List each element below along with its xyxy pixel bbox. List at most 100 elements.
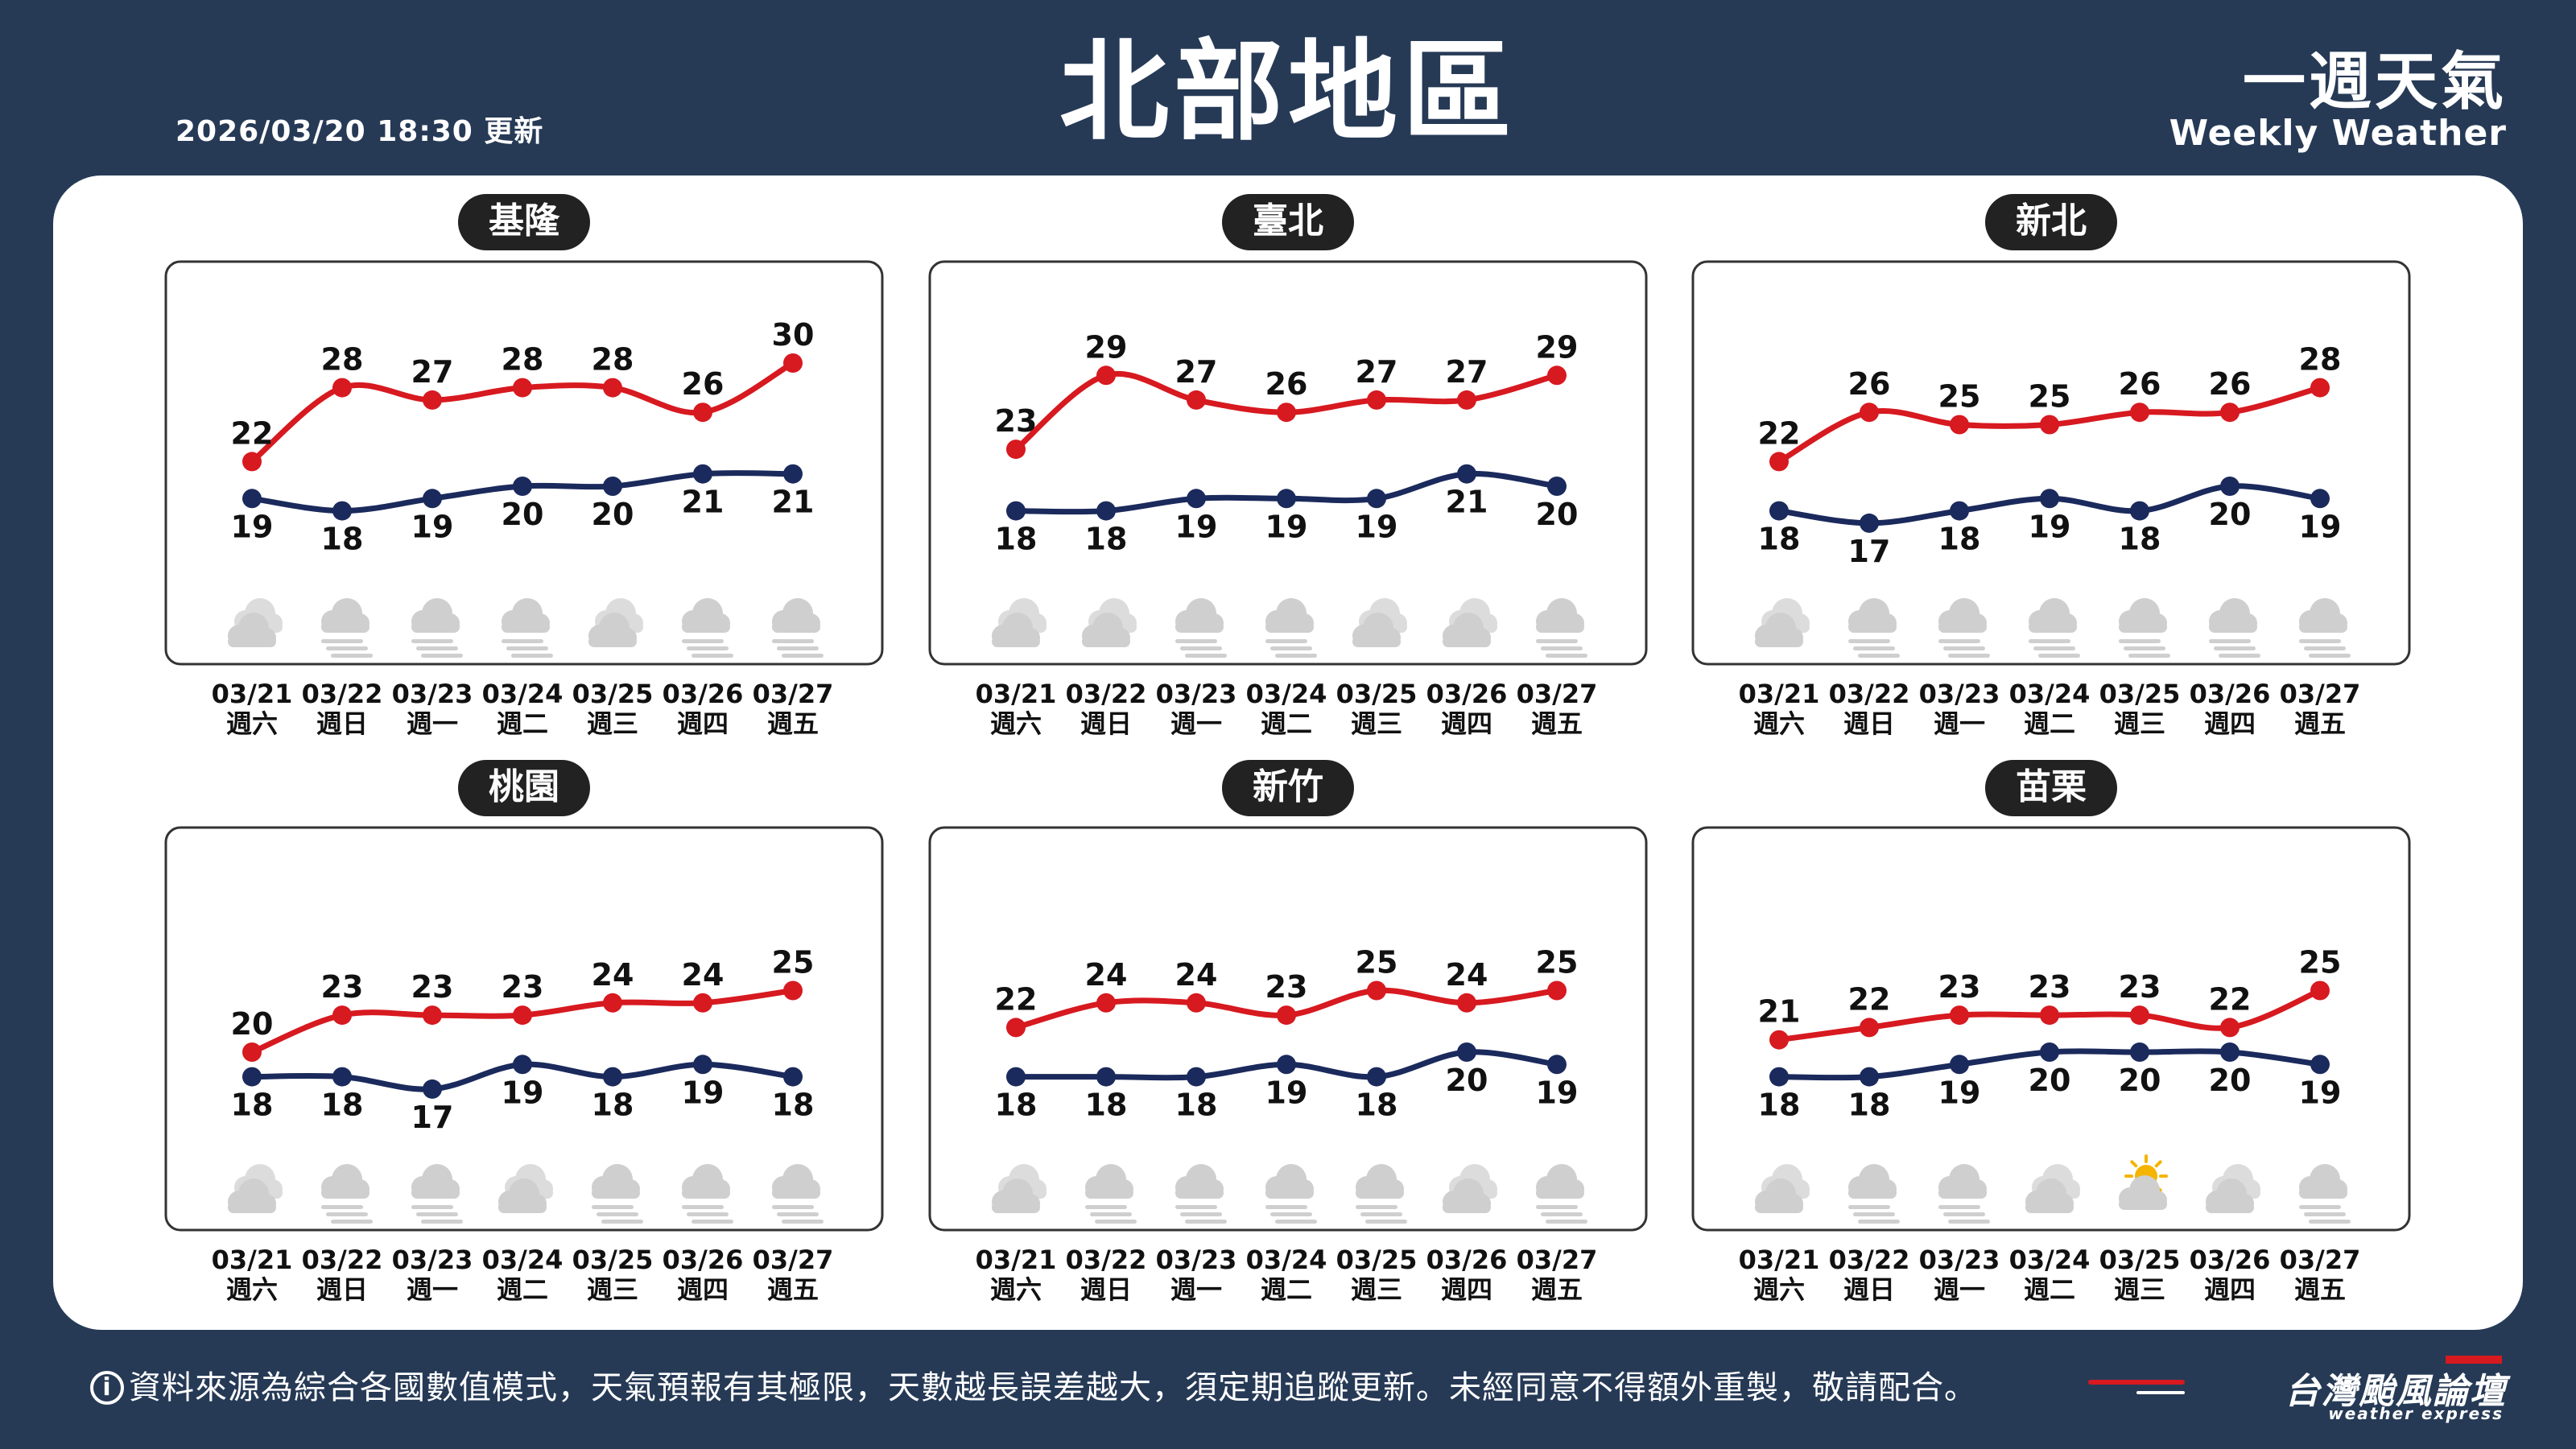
weekday-label: 週二 — [497, 708, 548, 739]
date-label: 03/22 — [1829, 1245, 1910, 1275]
high-temp-point — [513, 1005, 532, 1026]
city-title: 桃園 — [489, 766, 559, 807]
date-label: 03/25 — [2099, 679, 2181, 709]
high-temp-label: 22 — [1848, 981, 1891, 1017]
sun-cloud-icon — [2119, 1154, 2168, 1210]
weekday-label: 週五 — [1531, 708, 1583, 739]
low-temp-point — [1769, 1067, 1789, 1087]
disclaimer-text: 資料來源為綜合各國數值模式，天氣預報有其極限，天數越長誤差越大，須定期追蹤更新。… — [129, 1369, 1977, 1406]
low-temp-label: 18 — [995, 1088, 1038, 1123]
weekday-label: 週三 — [587, 708, 638, 739]
city-label-pill — [1985, 760, 2117, 816]
high-temp-point — [2040, 415, 2059, 435]
low-temp-label: 19 — [2299, 509, 2342, 544]
weekday-label: 週二 — [2024, 1274, 2075, 1305]
weekday-label: 週三 — [587, 1274, 638, 1305]
low-temp-label: 20 — [1446, 1063, 1488, 1098]
high-temp-point — [332, 378, 352, 398]
low-temp-point — [2040, 489, 2059, 509]
low-temp-point — [2220, 1042, 2240, 1062]
weekday-label: 週四 — [677, 1274, 729, 1305]
weekday-label: 週日 — [1843, 1274, 1895, 1305]
low-temp-label: 18 — [772, 1088, 815, 1123]
high-temp-label: 26 — [682, 366, 724, 402]
date-label: 03/26 — [2190, 679, 2271, 709]
partly-cloudy-icon — [1443, 1164, 1497, 1213]
high-temp-point — [783, 353, 803, 373]
low-temp-label: 18 — [995, 522, 1038, 557]
high-temp-label: 28 — [502, 342, 544, 378]
high-temp-point — [693, 402, 712, 423]
low-temp-label: 19 — [2299, 1075, 2342, 1110]
rain-icon — [592, 1164, 643, 1224]
date-label: 03/22 — [1066, 1245, 1147, 1275]
rain-icon — [772, 1164, 824, 1224]
high-temp-point — [242, 452, 262, 472]
high-temp-point — [1457, 993, 1476, 1013]
weekday-label: 週一 — [407, 708, 458, 739]
chart-panel — [928, 260, 1648, 666]
weekday-label: 週日 — [316, 708, 368, 739]
date-label: 03/27 — [1517, 679, 1598, 709]
weekday-label: 週日 — [1080, 708, 1132, 739]
weekday-label: 週六 — [990, 1274, 1042, 1305]
high-temp-point — [332, 1005, 352, 1026]
low-temp-point — [693, 1055, 712, 1075]
city-title: 苗栗 — [2016, 766, 2087, 807]
low-temp-label: 18 — [1175, 1088, 1218, 1123]
weekday-label: 週日 — [316, 1274, 368, 1305]
rain-icon — [2119, 598, 2170, 658]
low-temp-label: 20 — [2029, 1063, 2071, 1098]
city-title: 新竹 — [1253, 766, 1323, 807]
low-temp-label: 18 — [321, 522, 364, 557]
high-temp-label: 27 — [1446, 354, 1488, 390]
low-temp-label: 18 — [1085, 1088, 1128, 1123]
low-temp-label: 18 — [231, 1088, 274, 1123]
low-temp-label: 20 — [502, 497, 544, 532]
weekday-label: 週二 — [1261, 708, 1312, 739]
city-label-pill — [1985, 194, 2117, 250]
high-temp-label: 26 — [2119, 366, 2161, 402]
low-temp-label: 18 — [2119, 522, 2161, 557]
date-label: 03/26 — [1426, 1245, 1508, 1275]
date-label: 03/24 — [2009, 679, 2091, 709]
high-temp-label: 23 — [321, 969, 364, 1005]
city-label-pill — [1222, 760, 1354, 816]
rain-icon — [772, 598, 824, 658]
high-temp-label: 27 — [1175, 354, 1218, 390]
low-temp-point — [1547, 477, 1567, 496]
chart-panel — [1691, 260, 2411, 666]
rain-icon — [411, 1164, 463, 1224]
low-temp-point — [2040, 1042, 2059, 1062]
rain-icon — [2299, 598, 2351, 658]
low-temp-point — [783, 1067, 803, 1087]
high-temp-label: 22 — [1758, 415, 1801, 451]
high-temp-point — [2130, 402, 2149, 423]
weekday-label: 週六 — [226, 1274, 278, 1305]
rain-icon — [2209, 598, 2260, 658]
low-temp-point — [2310, 489, 2330, 509]
low-temp-point — [1950, 501, 1969, 521]
high-temp-point — [783, 980, 803, 1001]
low-temp-point — [693, 464, 712, 484]
rain-icon — [1938, 1164, 1990, 1224]
high-temp-point — [1769, 1030, 1789, 1050]
high-temp-point — [1860, 1018, 1879, 1038]
brand-title-zh: 一週天氣 — [2242, 46, 2507, 118]
date-label: 03/26 — [1426, 679, 1508, 709]
rain-icon — [1175, 1164, 1227, 1224]
date-label: 03/24 — [2009, 1245, 2091, 1275]
high-temp-point — [1457, 390, 1476, 410]
rain-icon — [321, 1164, 373, 1224]
low-temp-point — [423, 489, 442, 509]
low-temp-point — [783, 464, 803, 484]
high-temp-label: 25 — [1938, 379, 1981, 415]
low-temp-label: 19 — [502, 1075, 544, 1110]
city-label-pill — [458, 760, 590, 816]
low-temp-label: 18 — [1758, 1088, 1801, 1123]
city-title: 新北 — [2016, 200, 2087, 242]
date-label: 03/23 — [392, 679, 473, 709]
high-temp-point — [603, 378, 622, 398]
date-label: 03/25 — [1336, 1245, 1418, 1275]
weekday-label: 週三 — [1351, 708, 1402, 739]
